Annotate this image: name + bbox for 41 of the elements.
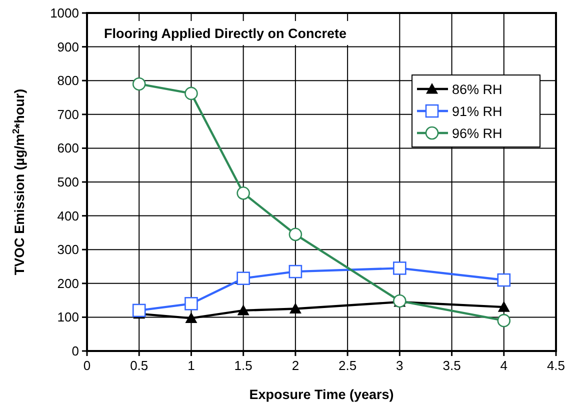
y-tick-label: 200: [57, 276, 79, 291]
x-tick-label: 0.5: [130, 358, 148, 373]
y-tick-label: 600: [57, 140, 79, 156]
point: [132, 77, 146, 91]
point: [237, 304, 250, 316]
y-tick-label: 700: [57, 106, 79, 122]
x-tick-label: 4.5: [546, 358, 566, 373]
point: [236, 272, 250, 285]
point: [289, 302, 302, 314]
y-tick-label: 0: [72, 344, 79, 358]
point: [288, 264, 302, 278]
y-tick-label: 100: [57, 310, 79, 325]
legend-label: 91% RH: [452, 104, 502, 119]
point: [498, 301, 510, 312]
point: [393, 262, 406, 275]
x-axis-title: Exposure Time (years): [249, 387, 394, 402]
point: [185, 312, 198, 324]
point: [132, 304, 146, 318]
y-tick-label: 500: [57, 174, 79, 190]
text: Flooring Applied Directly on Concrete: [104, 26, 348, 41]
y-tick-label: 800: [57, 73, 79, 88]
x-tick-label: 2: [292, 358, 300, 373]
point: [184, 86, 198, 100]
x-tick-label: 3: [396, 358, 404, 373]
x-tick-label: 1: [188, 358, 195, 373]
point: [184, 297, 198, 310]
x-tick-label: 2.5: [338, 358, 357, 373]
point: [236, 186, 250, 200]
point: [288, 228, 302, 242]
x-tick-label: 4: [500, 358, 508, 373]
y-tick-label: 1000: [50, 6, 79, 20]
x-tick-label: 3.5: [442, 358, 461, 373]
y-tick-label: 900: [57, 39, 79, 54]
point: [497, 314, 511, 328]
point: [497, 273, 511, 287]
y-tick-label: 300: [57, 242, 79, 258]
legend-label: 86% RH: [452, 82, 502, 97]
x-tick-label: 0: [83, 358, 91, 373]
y-tick-label: 400: [57, 208, 79, 224]
legend-label: 96% RH: [452, 126, 502, 141]
x-tick-label: 1.5: [234, 358, 252, 373]
